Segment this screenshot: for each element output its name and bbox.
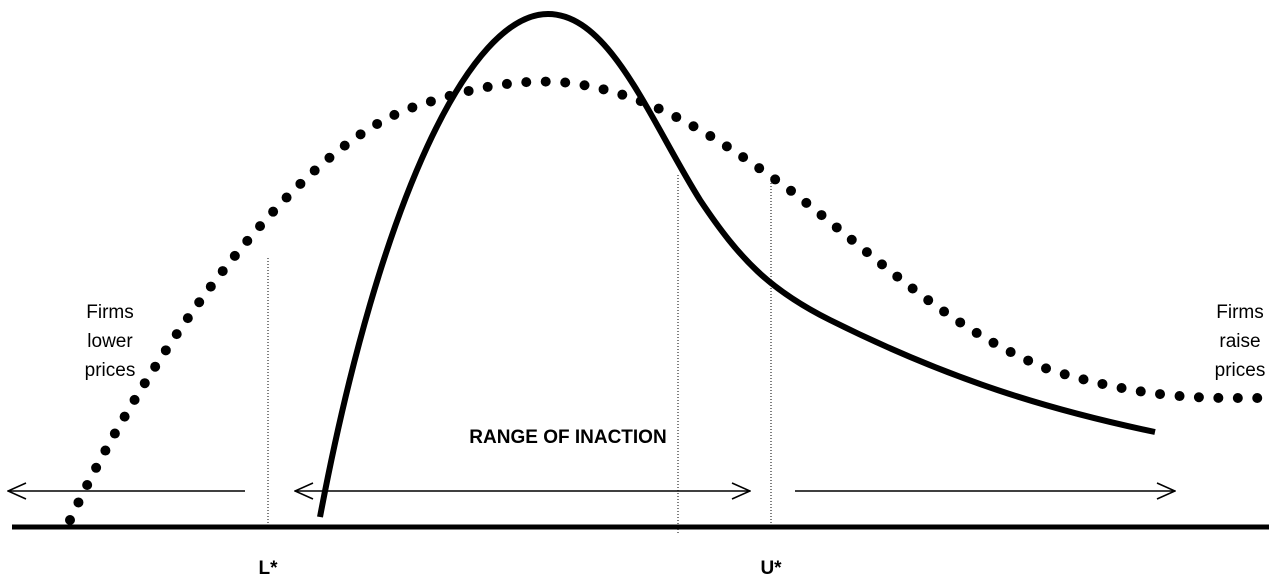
left-label: Firms — [86, 302, 133, 323]
solid-curve — [317, 10, 1156, 518]
right-label: raise — [1219, 331, 1260, 352]
left-label: prices — [85, 360, 136, 381]
right-label: Firms — [1216, 302, 1263, 323]
left-label: lower — [87, 331, 133, 352]
dotted-curve — [65, 76, 1269, 525]
u-star: U* — [760, 558, 782, 578]
thresholds — [267, 175, 772, 535]
right-label: prices — [1215, 360, 1266, 381]
l-star: L* — [259, 558, 279, 578]
range-label: RANGE OF INACTION — [469, 427, 666, 448]
